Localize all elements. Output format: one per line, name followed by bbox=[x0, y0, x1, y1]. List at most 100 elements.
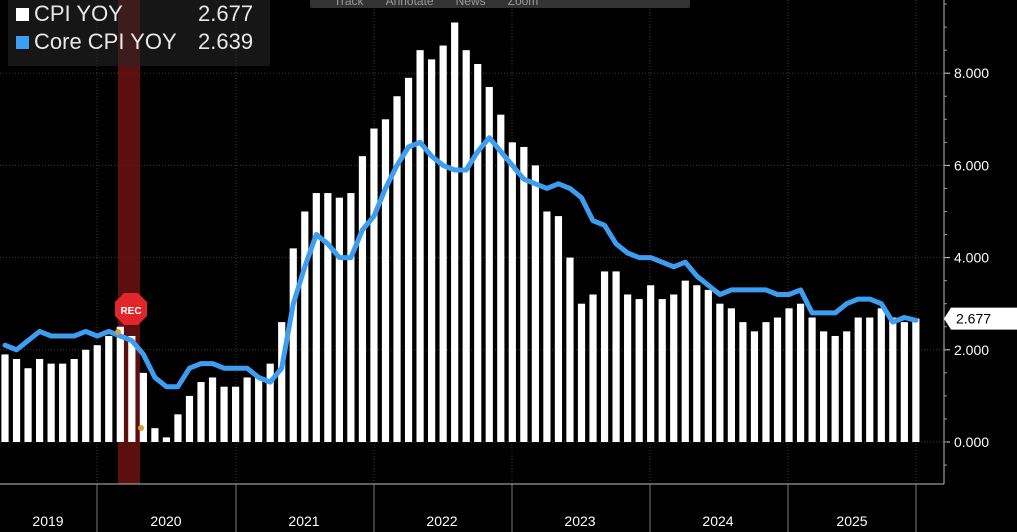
bar-cpi-yoy bbox=[727, 308, 735, 442]
bar-cpi-yoy bbox=[796, 303, 805, 442]
bar-cpi-yoy bbox=[416, 50, 424, 443]
bar-cpi-yoy bbox=[93, 345, 101, 442]
y-tick-label: 6.000 bbox=[954, 157, 989, 173]
bar-cpi-yoy bbox=[381, 119, 390, 443]
bar-cpi-yoy bbox=[70, 359, 78, 442]
legend-item-cpi[interactable]: CPI YOY 2.677 bbox=[16, 0, 253, 28]
bar-cpi-yoy bbox=[185, 395, 194, 442]
bar-cpi-yoy bbox=[370, 128, 378, 442]
bar-cpi-yoy bbox=[347, 193, 355, 442]
bar-cpi-yoy bbox=[889, 317, 897, 442]
bar-cpi-yoy bbox=[912, 318, 920, 442]
bar-cpi-yoy bbox=[716, 303, 724, 442]
toolbar-news[interactable]: News bbox=[455, 0, 486, 8]
chart-toolbar: Track Annotate News Zoom bbox=[310, 0, 690, 8]
bar-cpi-yoy bbox=[82, 349, 90, 442]
bar-cpi-yoy bbox=[612, 271, 620, 442]
bar-cpi-yoy bbox=[739, 322, 747, 442]
bar-cpi-yoy bbox=[312, 193, 320, 442]
bar-cpi-yoy bbox=[404, 77, 413, 442]
toolbar-annotate[interactable]: Annotate bbox=[385, 0, 434, 8]
legend-name: CPI YOY bbox=[34, 1, 123, 26]
bar-cpi-yoy bbox=[474, 63, 482, 442]
bar-cpi-yoy bbox=[116, 326, 124, 442]
recession-flag-icon bbox=[115, 293, 147, 325]
bar-cpi-yoy bbox=[497, 114, 505, 442]
bar-cpi-yoy bbox=[600, 271, 609, 442]
bar-cpi-yoy bbox=[59, 363, 67, 442]
legend-name: Core CPI YOY bbox=[34, 29, 177, 54]
bar-cpi-yoy bbox=[485, 87, 493, 442]
bar-cpi-yoy bbox=[831, 335, 839, 442]
bar-cpi-yoy bbox=[762, 322, 770, 442]
bar-cpi-yoy bbox=[174, 414, 182, 442]
bar-cpi-yoy bbox=[900, 322, 908, 442]
legend-value: 2.677 bbox=[198, 1, 254, 26]
bar-cpi-yoy bbox=[681, 280, 689, 442]
toolbar-track[interactable]: Track bbox=[334, 0, 364, 8]
bar-cpi-yoy bbox=[220, 386, 228, 442]
bar-cpi-yoy bbox=[577, 303, 586, 442]
bar-cpi-yoy bbox=[693, 285, 701, 442]
x-tick-label: 2022 bbox=[426, 513, 457, 529]
toolbar-zoom[interactable]: Zoom bbox=[507, 0, 539, 8]
bar-cpi-yoy bbox=[554, 216, 563, 442]
bar-cpi-yoy bbox=[358, 156, 367, 442]
x-tick-label: 2021 bbox=[288, 513, 319, 529]
bar-cpi-yoy bbox=[520, 146, 528, 442]
bar-cpi-yoy bbox=[278, 322, 286, 442]
bar-cpi-yoy bbox=[266, 363, 274, 442]
bar-cpi-yoy bbox=[1, 354, 9, 442]
bar-cpi-yoy bbox=[808, 317, 816, 442]
x-tick-label: 2023 bbox=[564, 513, 595, 529]
bar-cpi-yoy bbox=[462, 50, 470, 443]
bar-cpi-yoy bbox=[335, 197, 343, 442]
bar-cpi-yoy bbox=[393, 96, 401, 442]
x-tick-label: 2020 bbox=[150, 513, 181, 529]
bar-cpi-yoy bbox=[301, 211, 309, 442]
recession-flag-label: REC bbox=[120, 306, 141, 317]
bar-cpi-yoy bbox=[47, 363, 55, 442]
bar-cpi-yoy bbox=[635, 299, 643, 442]
bar-cpi-yoy bbox=[773, 317, 782, 442]
bar-cpi-yoy bbox=[670, 294, 678, 442]
bar-cpi-yoy bbox=[151, 428, 159, 442]
event-marker-dot bbox=[115, 329, 121, 335]
bar-cpi-yoy bbox=[128, 335, 136, 442]
bar-cpi-yoy bbox=[105, 335, 113, 442]
bar-cpi-yoy bbox=[543, 211, 551, 442]
bar-cpi-yoy bbox=[624, 294, 632, 442]
bar-cpi-yoy bbox=[566, 257, 574, 442]
legend-item-core-cpi[interactable]: Core CPI YOY 2.639 bbox=[16, 28, 253, 56]
bar-cpi-yoy bbox=[843, 331, 851, 442]
bar-cpi-yoy bbox=[589, 294, 597, 442]
bar-cpi-yoy bbox=[255, 377, 263, 442]
x-tick-label: 2025 bbox=[836, 513, 867, 529]
bar-cpi-yoy bbox=[232, 386, 240, 442]
bar-cpi-yoy bbox=[243, 377, 251, 442]
bar-cpi-yoy bbox=[451, 22, 459, 443]
bar-cpi-yoy bbox=[508, 142, 516, 442]
last-value-badge bbox=[944, 307, 1017, 330]
bar-cpi-yoy bbox=[785, 308, 793, 442]
bar-cpi-yoy bbox=[647, 285, 655, 442]
bar-cpi-yoy bbox=[35, 359, 44, 442]
bar-cpi-yoy bbox=[24, 368, 32, 442]
bar-cpi-yoy bbox=[531, 165, 539, 442]
last-value-label: 2.677 bbox=[956, 311, 991, 327]
legend-swatch-core-cpi bbox=[16, 35, 29, 49]
bar-cpi-yoy bbox=[704, 289, 712, 442]
legend-value: 2.639 bbox=[198, 29, 254, 54]
x-tick-label: 2019 bbox=[32, 513, 63, 529]
legend-swatch-cpi bbox=[16, 7, 29, 21]
bar-cpi-yoy bbox=[820, 331, 828, 442]
bar-cpi-yoy bbox=[658, 299, 666, 442]
line-core-cpi-yoy bbox=[2, 135, 919, 390]
bar-cpi-yoy bbox=[324, 193, 332, 442]
bar-cpi-yoy bbox=[289, 248, 297, 442]
bar-cpi-yoy bbox=[428, 59, 436, 443]
y-tick-label: 8.000 bbox=[954, 65, 989, 81]
bar-cpi-yoy bbox=[439, 45, 447, 442]
y-tick-label: 0.000 bbox=[954, 434, 989, 450]
